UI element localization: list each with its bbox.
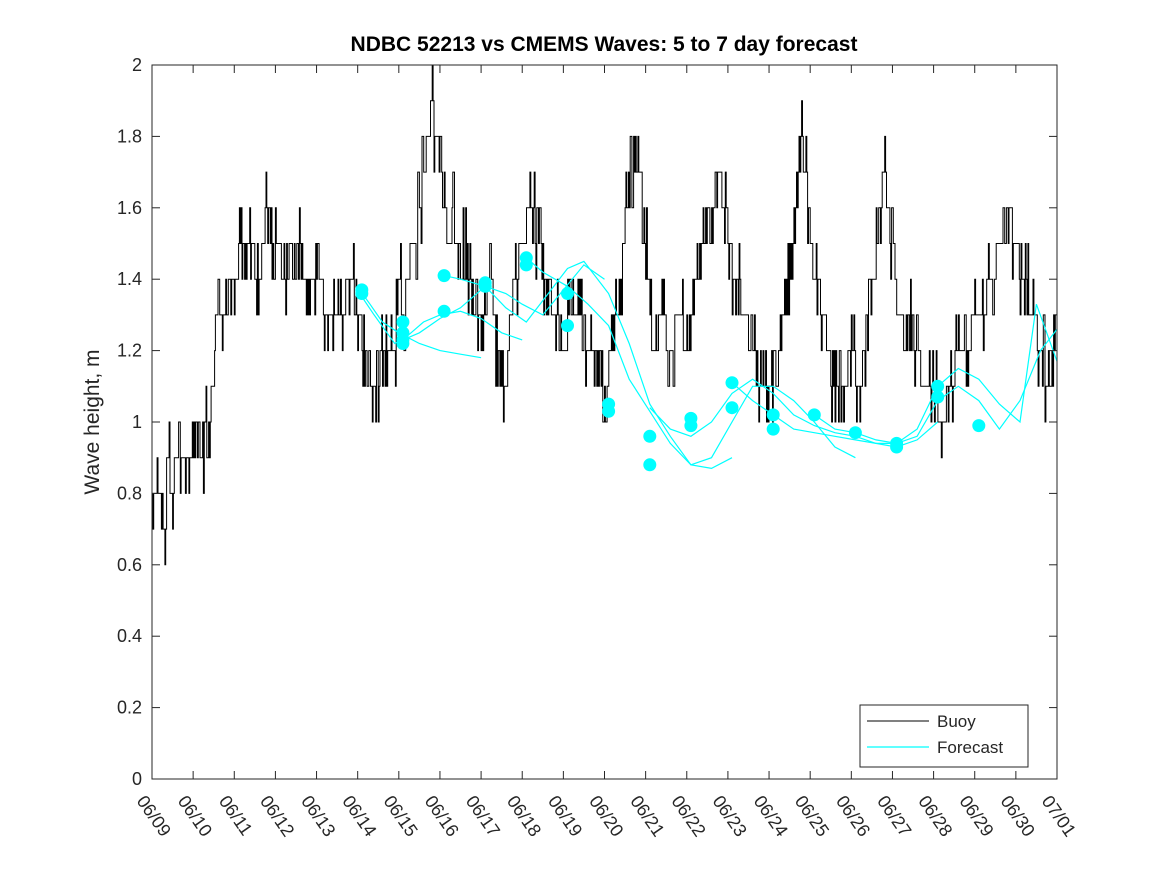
forecast-marker — [478, 279, 492, 293]
forecast-marker — [519, 258, 533, 272]
forecast-markers-layer — [355, 251, 986, 472]
forecast-marker — [396, 326, 410, 340]
forecast-line — [402, 264, 605, 341]
y-tick-label: 1.6 — [117, 198, 142, 218]
forecast-marker — [725, 401, 739, 415]
forecast-marker — [684, 419, 698, 433]
forecast-marker — [396, 315, 410, 329]
forecast-marker — [766, 408, 780, 422]
forecast-marker — [972, 419, 986, 433]
forecast-marker — [725, 376, 739, 390]
y-axis: 0 0.2 0.4 0.6 0.8 1 1.2 1.4 1.6 1.8 2 — [117, 55, 1057, 789]
forecast-line — [443, 260, 733, 470]
forecast-line — [649, 378, 939, 448]
y-tick-label: 0.4 — [117, 626, 142, 646]
y-tick-label: 0.6 — [117, 555, 142, 575]
forecast-marker — [643, 458, 657, 472]
buoy-series-layer — [152, 64, 1058, 566]
forecast-marker — [643, 429, 657, 443]
forecast-marker — [766, 422, 780, 436]
forecast-marker — [355, 287, 369, 300]
y-tick-label: 0 — [132, 769, 142, 789]
forecast-marker — [890, 440, 904, 454]
forecast-line — [525, 257, 856, 466]
legend: Buoy Forecast — [859, 704, 1029, 768]
forecast-marker — [561, 287, 574, 300]
y-axis-label: Wave height, m — [81, 349, 104, 494]
forecast-marker — [561, 319, 574, 333]
y-tick-label: 1.4 — [117, 269, 142, 289]
forecast-marker — [931, 379, 945, 393]
y-tick-label: 0.2 — [117, 698, 142, 718]
forecast-marker — [437, 304, 451, 318]
forecast-marker — [437, 269, 451, 283]
legend-box — [859, 704, 1029, 768]
forecast-marker — [602, 404, 616, 418]
buoy-line — [152, 64, 1058, 566]
legend-label-buoy: Buoy — [937, 712, 976, 731]
forecast-marker — [931, 390, 945, 404]
forecast-line — [359, 293, 523, 345]
y-tick-label: 2 — [132, 55, 142, 75]
forecast-marker — [848, 426, 862, 440]
y-tick-label: 1 — [132, 412, 142, 432]
y-tick-label: 0.8 — [117, 483, 142, 503]
forecast-marker — [807, 408, 821, 422]
y-tick-label: 1.2 — [117, 341, 142, 361]
forecast-marker — [396, 337, 410, 350]
y-tick-label: 1.8 — [117, 126, 142, 146]
legend-label-forecast: Forecast — [937, 738, 1003, 757]
chart-title: NDBC 52213 vs CMEMS Waves: 5 to 7 day fo… — [351, 33, 858, 56]
